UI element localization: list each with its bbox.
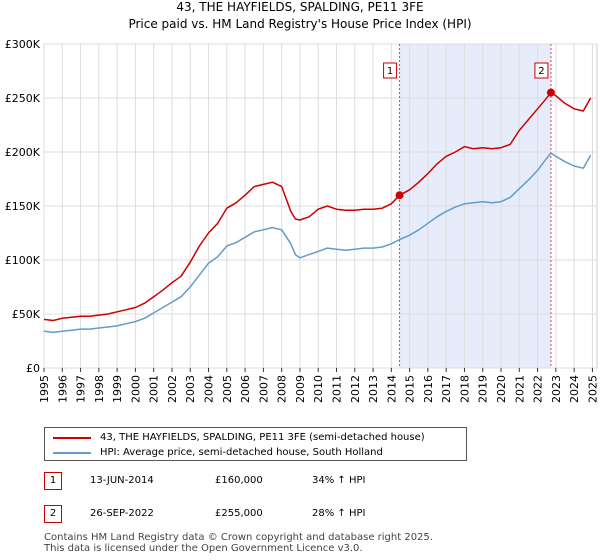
x-tick-label: 2022 [532, 375, 545, 403]
x-tick-label: 1996 [56, 375, 69, 403]
x-tick-label: 1999 [111, 375, 124, 403]
x-tick-label: 2024 [568, 375, 581, 403]
x-tick-label: 2000 [129, 375, 142, 403]
x-tick-label: 2011 [330, 375, 343, 403]
chart-subtitle: Price paid vs. HM Land Registry's House … [128, 17, 472, 31]
x-tick-label: 2008 [276, 375, 289, 403]
x-tick-label: 1995 [38, 375, 51, 403]
y-tick-label: £150K [5, 200, 41, 213]
transaction-date: 13-JUN-2014 [90, 475, 154, 486]
y-tick-label: £300K [5, 38, 41, 51]
x-tick-label: 2015 [404, 375, 417, 403]
x-tick-label: 2019 [477, 375, 490, 403]
legend-swatch-property [53, 437, 91, 439]
legend-label-property: 43, THE HAYFIELDS, SPALDING, PE11 3FE (s… [100, 432, 425, 443]
x-tick-label: 2002 [166, 375, 179, 403]
legend: 43, THE HAYFIELDS, SPALDING, PE11 3FE (s… [44, 427, 467, 461]
transaction-hpi-change: 34% ↑ HPI [312, 475, 366, 486]
x-tick-label: 2006 [239, 375, 252, 403]
x-tick-label: 2007 [257, 375, 270, 403]
x-tick-label: 2013 [367, 375, 380, 403]
x-axis: 1995 1996 1997 1998 1999 2000 2001 2002 2003 2004… [38, 368, 599, 403]
y-tick-label: £250K [5, 92, 41, 105]
y-tick-label: £100K [5, 254, 41, 267]
sale-point [546, 88, 555, 97]
y-tick-label: £200K [5, 146, 41, 159]
x-tick-label: 2017 [440, 375, 453, 403]
transaction-price: £255,000 [215, 508, 263, 519]
x-tick-label: 2005 [221, 375, 234, 403]
x-tick-label: 1997 [75, 375, 88, 403]
transaction-date: 26-SEP-2022 [90, 508, 154, 519]
footer-copyright: Contains HM Land Registry data © Crown c… [44, 532, 433, 543]
marker-lines [399, 44, 552, 368]
transaction-number: 2 [44, 505, 62, 523]
x-tick-label: 2001 [148, 375, 161, 403]
x-tick-label: 2004 [203, 375, 216, 403]
x-tick-label: 2023 [550, 375, 563, 403]
marker-label: 2 [538, 66, 544, 77]
series-line [43, 152, 592, 334]
legend-swatch-hpi [53, 452, 91, 454]
x-tick-label: 2014 [385, 375, 398, 403]
transaction-price: £160,000 [215, 475, 263, 486]
x-tick-label: 2021 [513, 375, 526, 403]
sale-points [395, 88, 555, 200]
y-tick-label: £50K [12, 308, 41, 321]
marker-badge [383, 62, 398, 79]
transaction-hpi-change: 28% ↑ HPI [312, 508, 366, 519]
footer-licence: This data is licensed under the Open Gov… [44, 543, 363, 554]
x-tick-label: 2016 [422, 375, 435, 403]
x-tick-label: 2012 [349, 375, 362, 403]
marker-badge [534, 62, 549, 79]
sale-point [395, 191, 404, 200]
x-tick-label: 2018 [458, 375, 471, 403]
y-tick-label: £0 [26, 362, 40, 375]
series-group [43, 91, 592, 334]
x-tick-label: 2010 [312, 375, 325, 403]
series-line [43, 91, 592, 322]
x-tick-label: 2025 [586, 375, 599, 403]
x-tick-label: 1998 [93, 375, 106, 403]
x-tick-label: 2009 [294, 375, 307, 403]
y-axis: £0 £50K £100K £150K £200K £250K £300K [5, 38, 41, 375]
marker-label: 1 [387, 66, 393, 77]
transaction-number: 1 [44, 472, 62, 490]
legend-label-hpi: HPI: Average price, semi-detached house,… [100, 447, 383, 458]
chart-title: 43, THE HAYFIELDS, SPALDING, PE11 3FE [176, 0, 424, 14]
x-tick-label: 2020 [495, 375, 508, 403]
gridlines [43, 43, 597, 369]
x-tick-label: 2003 [184, 375, 197, 403]
